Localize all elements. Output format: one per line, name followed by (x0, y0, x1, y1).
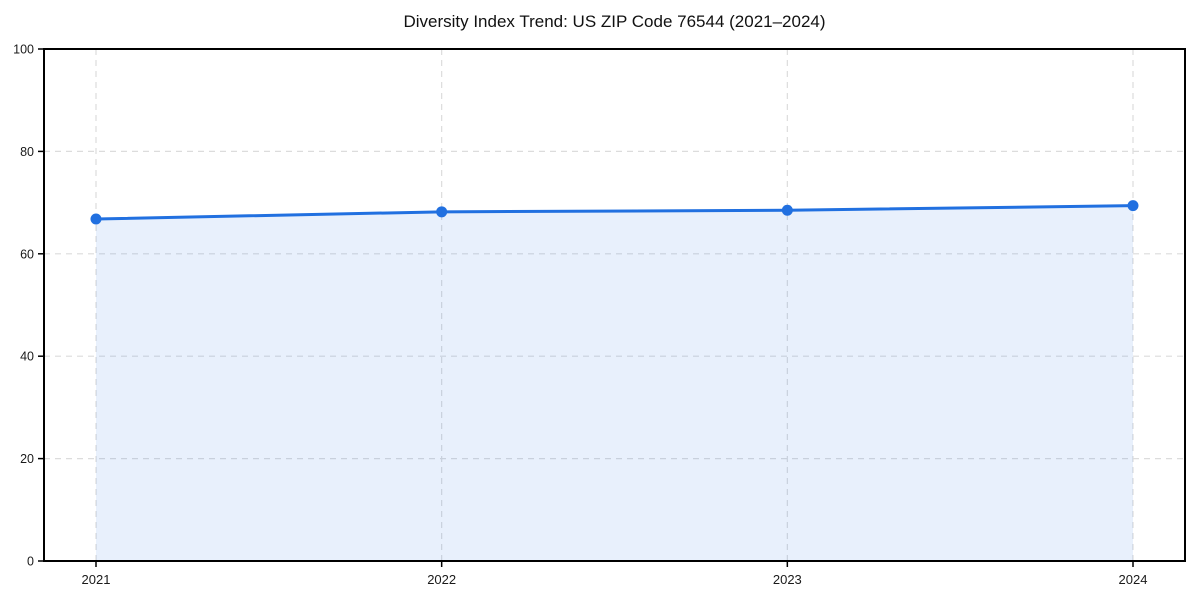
y-tick-label: 100 (13, 43, 34, 57)
data-point (436, 206, 448, 218)
chart-title: Diversity Index Trend: US ZIP Code 76544… (403, 12, 826, 31)
trend-line (94, 204, 1135, 221)
y-tick-label: 40 (20, 350, 34, 364)
data-point (781, 204, 793, 216)
x-tick-label: 2021 (82, 572, 111, 587)
data-point (1127, 200, 1139, 212)
x-tick-label: 2024 (1119, 572, 1148, 587)
x-tick-label: 2022 (427, 572, 456, 587)
plot-border (43, 48, 1186, 562)
y-tick-label: 0 (27, 555, 34, 569)
y-tick-label: 80 (20, 145, 34, 159)
y-tick-label: 20 (20, 452, 34, 466)
x-tick-label: 2023 (773, 572, 802, 587)
y-tick-label: 60 (20, 247, 34, 261)
area-fill (96, 205, 1133, 561)
data-point (90, 213, 102, 225)
